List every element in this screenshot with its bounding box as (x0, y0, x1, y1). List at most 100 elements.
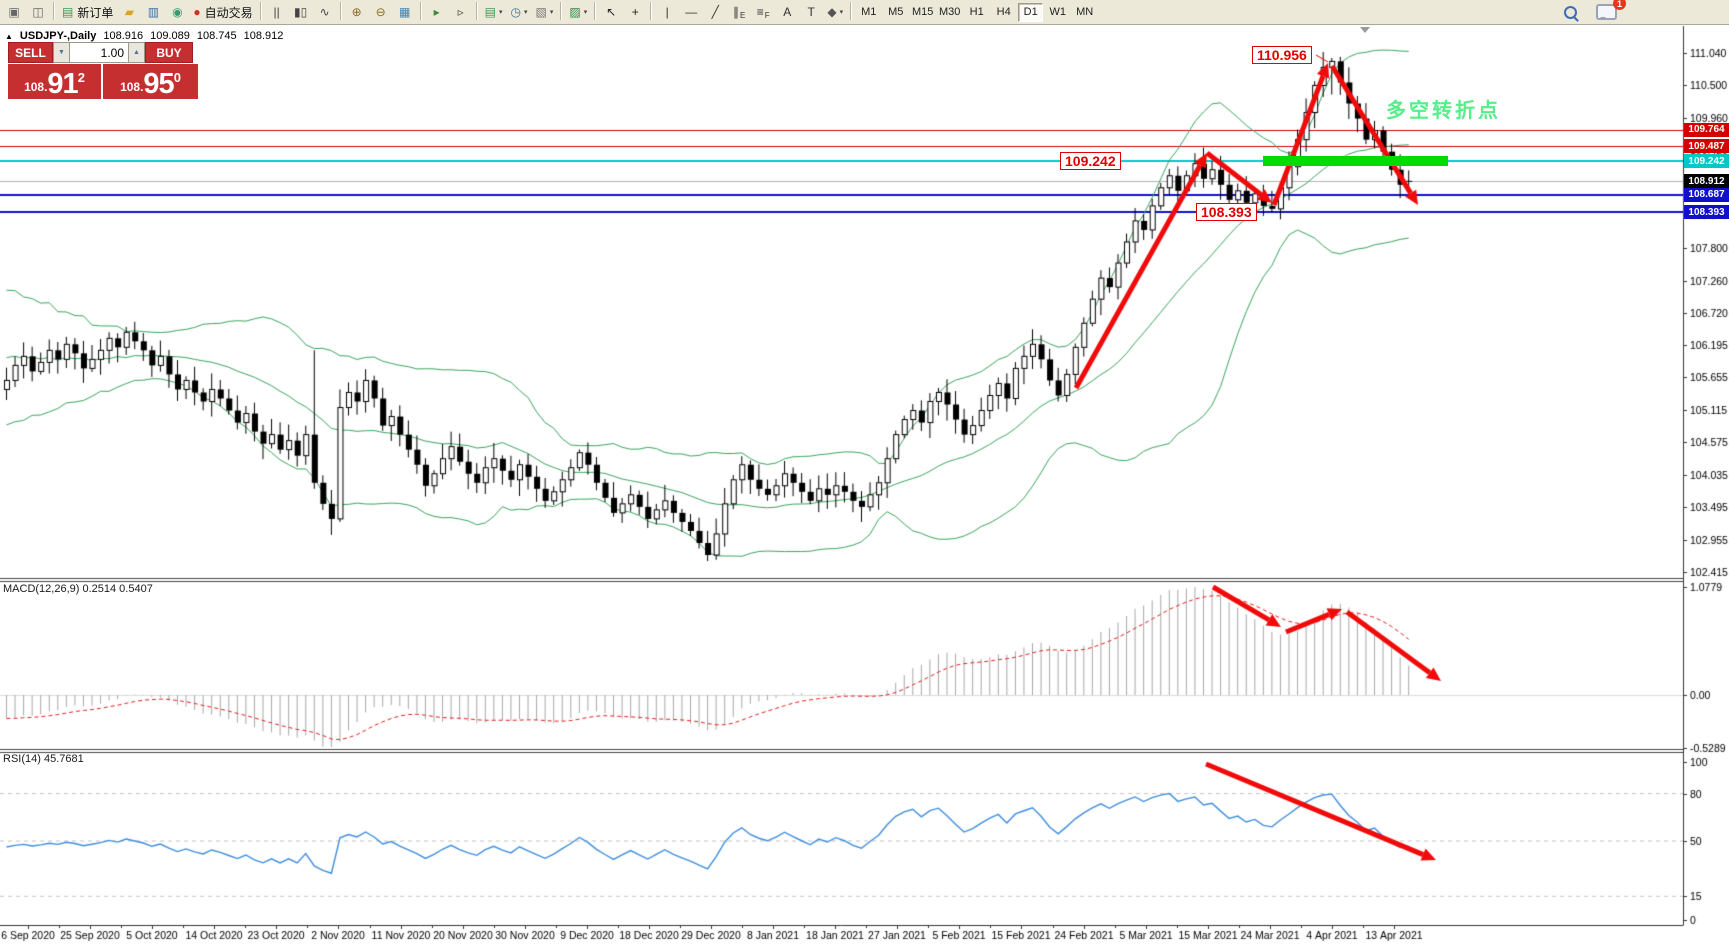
sell-price-big: 91 (47, 68, 78, 100)
price-tag-108.687[interactable]: 108.687 (1684, 187, 1729, 202)
new-chart-button[interactable]: ▤ ▾ (482, 2, 506, 22)
buy-price-sup: 0 (173, 70, 181, 85)
timeframe-m1-button[interactable]: M1 (861, 6, 877, 18)
notification-badge: 1 (1613, 0, 1626, 10)
indicators-icon: ▨ (569, 5, 581, 19)
timeframe-m5-button[interactable]: M5 (888, 6, 904, 18)
volume-up-spinner[interactable]: ▲ (129, 42, 145, 63)
candle-mode-button[interactable]: ▮▯ (290, 2, 312, 22)
tile-windows-button[interactable]: ▦ (394, 2, 416, 22)
timeframe-w1-button[interactable]: W1 (1049, 6, 1066, 18)
timeframe-d1-button[interactable]: D1 (1018, 2, 1044, 22)
buy-button[interactable]: BUY (145, 42, 193, 63)
chevron-down-icon: ▾ (549, 9, 554, 16)
gold-button[interactable]: ▰ (118, 2, 140, 22)
sell-price-display[interactable]: 108. 91 2 (8, 64, 101, 99)
collapse-triangle-icon[interactable]: ▲ (5, 31, 13, 41)
new-order-button[interactable]: ▤ 新订单 (59, 2, 116, 22)
price-tag-108.393[interactable]: 108.393 (1684, 205, 1729, 220)
chart-shift-marker[interactable] (1360, 27, 1370, 33)
zoom-in-icon: ⊕ (351, 5, 362, 19)
notifications-button[interactable]: 1 (1593, 0, 1626, 22)
timeframe-h4-button[interactable]: H4 (996, 6, 1011, 18)
shapes-tool-button[interactable]: ◆ ▾ (824, 2, 846, 22)
chevron-down-icon: ▾ (498, 9, 503, 16)
toolbar-separator (419, 2, 422, 20)
autotrading-button[interactable]: ● 自动交易 (190, 2, 255, 22)
chart-window-button[interactable]: ▣ (3, 2, 25, 22)
profiles-button[interactable]: ◷ ▾ (507, 2, 530, 22)
crosshair-icon: + (631, 5, 639, 19)
window-zoom-button[interactable]: ◫ (27, 2, 49, 22)
volume-down-spinner[interactable]: ▼ (53, 42, 69, 63)
macd-indicator-label: MACD(12,26,9) 0.2514 0.5407 (3, 583, 153, 595)
sell-price-sup: 2 (77, 70, 85, 85)
timeframe-mn-button[interactable]: MN (1076, 6, 1094, 18)
price-tag-108.912[interactable]: 108.912 (1684, 174, 1729, 189)
crosshair-button[interactable]: + (624, 2, 646, 22)
chart-shift-icon: ▹ (457, 5, 464, 19)
timeframe-h1-button[interactable]: H1 (969, 6, 984, 18)
symbol-name: USDJPY-,Daily (19, 30, 97, 42)
templates-icon: ▧ (535, 5, 547, 19)
horizontal-line-tool-button[interactable]: — (680, 2, 702, 22)
templates-button[interactable]: ▧ ▾ (532, 2, 556, 22)
text-tool-icon: A (783, 5, 792, 19)
window-zoom-icon: ◫ (32, 5, 44, 19)
chevron-down-icon: ▾ (839, 9, 844, 16)
timeframe-m30-button[interactable]: M30 (939, 6, 961, 18)
peak-price-annotation[interactable]: 110.956 (1252, 46, 1312, 64)
bar-chart-mode-button[interactable]: || (266, 2, 288, 22)
autotrading-label: 自动交易 (204, 5, 253, 20)
vertical-line-tool-button[interactable]: | (656, 2, 678, 22)
buy-price-prefix: 108. (120, 80, 144, 94)
zoom-out-button[interactable]: ⊖ (370, 2, 392, 22)
toolbar-separator (650, 2, 653, 20)
support-price-annotation[interactable]: 109.242 (1060, 152, 1121, 171)
toolbar-separator (475, 2, 478, 20)
search-icon (1563, 5, 1577, 19)
chat-icon (1596, 4, 1617, 20)
trough-price-annotation[interactable]: 108.393 (1196, 203, 1257, 222)
one-click-trading-panel: SELL ▼ ▲ BUY 108.912 108.950 (8, 42, 198, 99)
price-tag-109.487[interactable]: 109.487 (1684, 139, 1729, 154)
text-tool-button[interactable]: A (776, 2, 798, 22)
chart-window-icon: ▣ (8, 5, 20, 19)
rsi-indicator-label: RSI(14) 45.7681 (3, 753, 84, 765)
symbol-info-bar: ▲ USDJPY-,Daily 108.916 109.089 108.745 … (5, 30, 283, 42)
auto-scroll-button[interactable]: ▸ (426, 2, 448, 22)
sell-button[interactable]: SELL (8, 42, 53, 63)
zoom-in-button[interactable]: ⊕ (346, 2, 368, 22)
chevron-down-icon: ▾ (583, 9, 588, 16)
search-button[interactable] (1559, 2, 1581, 22)
support-zone-bar[interactable] (1263, 156, 1448, 167)
market-report-button[interactable]: ▥ (142, 2, 164, 22)
channel-tool-letter: E (740, 10, 746, 20)
fibonacci-tool-letter: F (764, 10, 770, 20)
signals-button[interactable]: ◉ (166, 2, 188, 22)
buy-price-display[interactable]: 108. 95 0 (103, 64, 198, 99)
toolbar-separator (594, 2, 597, 20)
toolbar-separator (560, 2, 563, 20)
line-mode-button[interactable]: ∿ (314, 2, 336, 22)
indicators-button[interactable]: ▨ ▾ (566, 2, 590, 22)
gold-icon: ▰ (124, 5, 134, 19)
channel-tool-button[interactable]: ∥ E (728, 2, 750, 22)
signals-icon: ◉ (172, 5, 183, 19)
price-tag-109.764[interactable]: 109.764 (1684, 122, 1729, 137)
timeframe-m15-button[interactable]: M15 (912, 6, 934, 18)
price-tag-109.242[interactable]: 109.242 (1684, 154, 1729, 169)
chart-shift-button[interactable]: ▹ (450, 2, 472, 22)
ohlc-open: 108.916 (103, 30, 144, 42)
bar-chart-mode-icon: || (273, 5, 280, 19)
turning-point-annotation[interactable]: 多空转折点 (1386, 100, 1501, 122)
channel-tool-icon: ∥ (733, 5, 740, 19)
text-label-tool-button[interactable]: T (800, 2, 822, 22)
volume-input[interactable] (69, 42, 129, 63)
toolbar-separator (339, 2, 342, 20)
fibonacci-tool-button[interactable]: ≡ F (752, 2, 774, 22)
cursor-button[interactable]: ↖ (600, 2, 622, 22)
line-mode-icon: ∿ (319, 5, 330, 19)
trendline-tool-button[interactable]: ╱ (704, 2, 726, 22)
